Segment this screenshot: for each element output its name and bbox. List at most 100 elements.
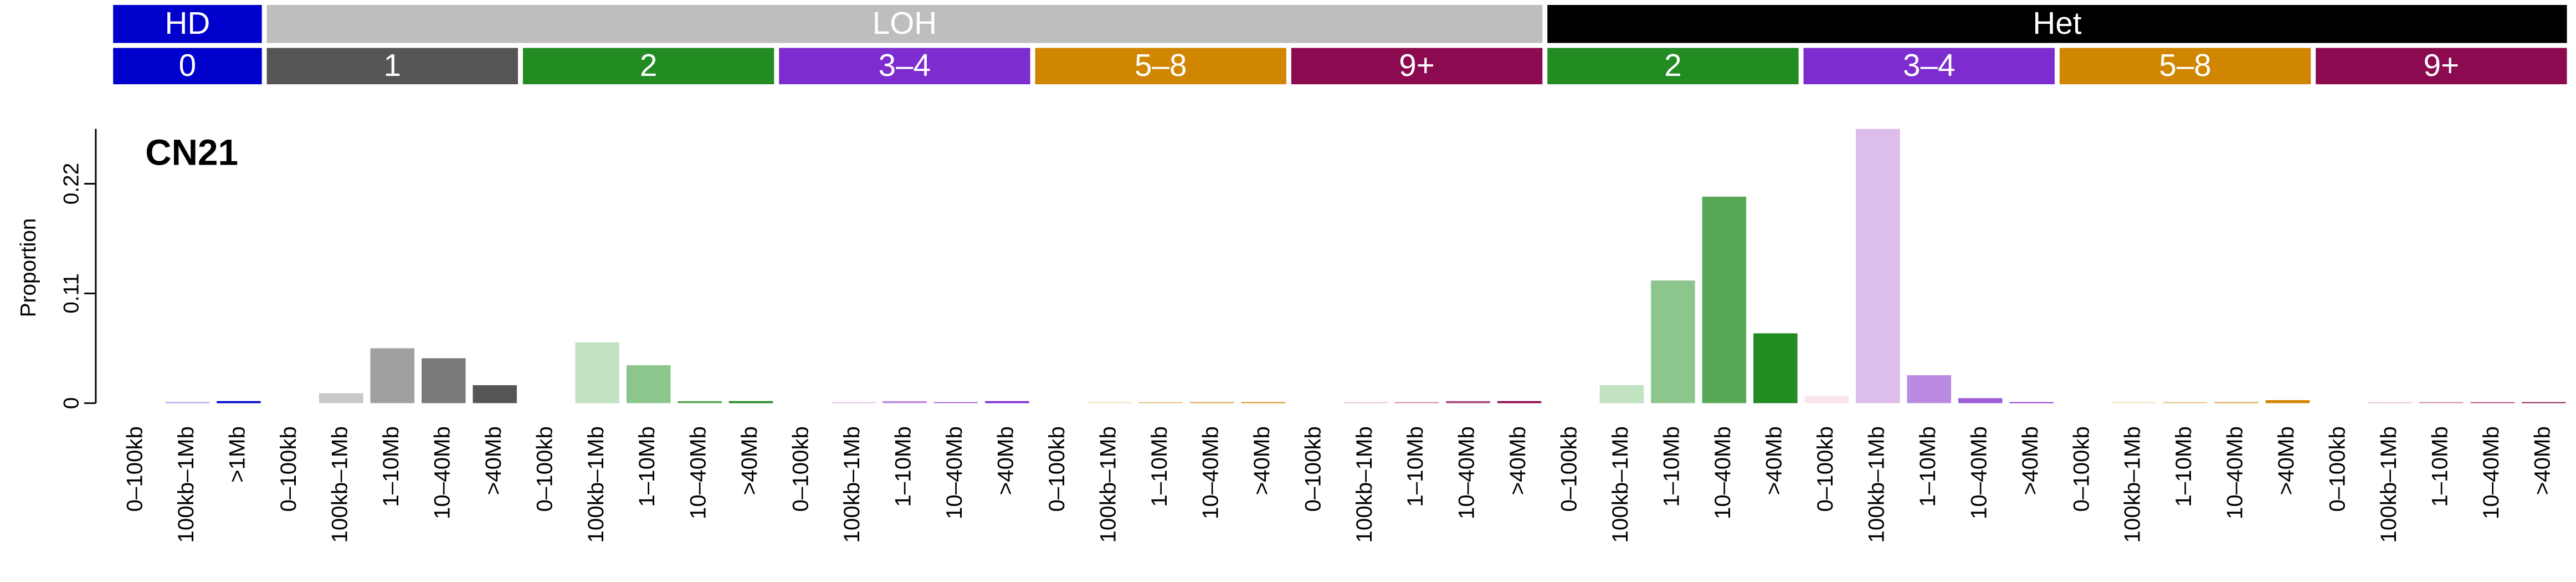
x-tick-label: 10–40Mb bbox=[1198, 426, 1223, 519]
bar bbox=[2522, 402, 2566, 404]
bar bbox=[1958, 398, 2003, 404]
bar bbox=[933, 402, 978, 404]
bar bbox=[882, 401, 927, 404]
bar bbox=[1343, 402, 1388, 404]
group-box bbox=[1547, 4, 2567, 43]
copy-number-box bbox=[2316, 48, 2567, 85]
bar bbox=[2419, 402, 2464, 404]
x-tick-label: >40Mb bbox=[737, 426, 762, 495]
x-tick-label: 10–40Mb bbox=[686, 426, 711, 519]
x-tick-label: 1–10Mb bbox=[1659, 426, 1684, 507]
group-label: LOH bbox=[873, 6, 937, 41]
x-tick-label: 100kb–1Mb bbox=[327, 426, 352, 543]
group-label: Het bbox=[2033, 6, 2081, 41]
x-tick-label: >40Mb bbox=[993, 426, 1018, 495]
x-tick-label: 100kb–1Mb bbox=[2376, 426, 2401, 543]
bar bbox=[1599, 385, 1644, 404]
x-tick-label: >1Mb bbox=[225, 426, 250, 483]
bar bbox=[217, 401, 261, 404]
copy-number-box bbox=[1803, 48, 2055, 85]
x-tick-label: 10–40Mb bbox=[2478, 426, 2503, 519]
x-tick-label: 0–100kb bbox=[1044, 426, 1069, 512]
x-tick-label: 10–40Mb bbox=[2223, 426, 2247, 519]
x-tick-label: 0–100kb bbox=[276, 426, 301, 512]
bar bbox=[2265, 400, 2310, 404]
bar bbox=[2470, 402, 2515, 404]
bar bbox=[1907, 375, 1952, 404]
copy-number-box bbox=[1291, 48, 1543, 85]
copy-number-box bbox=[1035, 48, 1286, 85]
x-tick-label: 10–40Mb bbox=[1454, 426, 1479, 519]
bar bbox=[319, 393, 363, 404]
y-axis-label: Proportion bbox=[17, 218, 40, 318]
group-box bbox=[266, 4, 1543, 43]
x-tick-label: >40Mb bbox=[1761, 426, 1786, 495]
x-tick-label: 0–100kb bbox=[788, 426, 813, 512]
x-tick-label: 0–100kb bbox=[2325, 426, 2350, 512]
x-tick-label: >40Mb bbox=[1249, 426, 1274, 495]
x-tick-label: >40Mb bbox=[2274, 426, 2298, 495]
x-tick-label: 1–10Mb bbox=[378, 426, 403, 507]
bar bbox=[370, 348, 415, 404]
bar bbox=[1651, 280, 1695, 404]
bar bbox=[1856, 129, 1900, 404]
x-tick-label: 1–10Mb bbox=[1147, 426, 1172, 507]
x-tick-label: 10–40Mb bbox=[1966, 426, 1991, 519]
x-tick-label: 0–100kb bbox=[2069, 426, 2093, 512]
copy-number-label: 2 bbox=[640, 48, 658, 83]
y-tick-label: 0.22 bbox=[59, 163, 83, 205]
x-tick-label: 1–10Mb bbox=[891, 426, 916, 507]
bar bbox=[2368, 402, 2413, 404]
group-box bbox=[113, 4, 262, 43]
bar bbox=[473, 385, 517, 404]
copy-number-label: 9+ bbox=[2424, 48, 2460, 83]
copy-number-label: 9+ bbox=[1399, 48, 1435, 83]
bar bbox=[626, 365, 671, 404]
bar bbox=[1138, 402, 1183, 404]
copy-number-box bbox=[266, 48, 518, 85]
y-tick-label: 0.11 bbox=[59, 273, 83, 314]
bar bbox=[1446, 401, 1490, 404]
bar bbox=[2163, 402, 2208, 404]
group-label: HD bbox=[165, 6, 211, 41]
bar bbox=[2112, 402, 2156, 404]
bar bbox=[1702, 196, 1747, 404]
x-tick-label: 10–40Mb bbox=[942, 426, 967, 519]
x-tick-label: >40Mb bbox=[1505, 426, 1530, 495]
bar bbox=[831, 402, 876, 404]
x-tick-label: 1–10Mb bbox=[2428, 426, 2452, 507]
copy-number-label: 2 bbox=[1664, 48, 1682, 83]
x-tick-label: 100kb–1Mb bbox=[583, 426, 608, 543]
bar bbox=[728, 401, 773, 404]
x-tick-label: 100kb–1Mb bbox=[1864, 426, 1889, 543]
copy-number-box bbox=[779, 48, 1030, 85]
bar bbox=[985, 401, 1029, 404]
x-tick-label: 100kb–1Mb bbox=[2120, 426, 2145, 543]
copy-number-label: 5–8 bbox=[2159, 48, 2211, 83]
x-tick-label: 1–10Mb bbox=[1915, 426, 1940, 507]
bar bbox=[2009, 402, 2054, 404]
bar bbox=[165, 402, 210, 404]
y-tick-label: 0 bbox=[59, 397, 83, 410]
x-tick-label: 0–100kb bbox=[532, 426, 557, 512]
copy-number-box bbox=[2059, 48, 2311, 85]
bar bbox=[1241, 402, 1285, 404]
copy-number-box bbox=[1547, 48, 1799, 85]
chart-title: CN21 bbox=[145, 132, 238, 173]
copy-number-label: 3–4 bbox=[879, 48, 931, 83]
bar bbox=[1497, 401, 1542, 404]
x-tick-label: >40Mb bbox=[2529, 426, 2554, 495]
x-tick-label: 0–100kb bbox=[122, 426, 147, 512]
x-tick-label: 0–100kb bbox=[1557, 426, 1582, 512]
x-tick-label: >40Mb bbox=[481, 426, 506, 495]
x-tick-label: 100kb–1Mb bbox=[839, 426, 864, 543]
bar bbox=[2214, 402, 2259, 404]
bar bbox=[678, 401, 722, 404]
x-tick-label: 0–100kb bbox=[1300, 426, 1325, 512]
x-tick-label: 100kb–1Mb bbox=[173, 426, 198, 543]
copy-number-label: 5–8 bbox=[1135, 48, 1187, 83]
bar bbox=[421, 358, 466, 404]
x-tick-label: 100kb–1Mb bbox=[1095, 426, 1120, 543]
bar bbox=[1087, 402, 1132, 404]
